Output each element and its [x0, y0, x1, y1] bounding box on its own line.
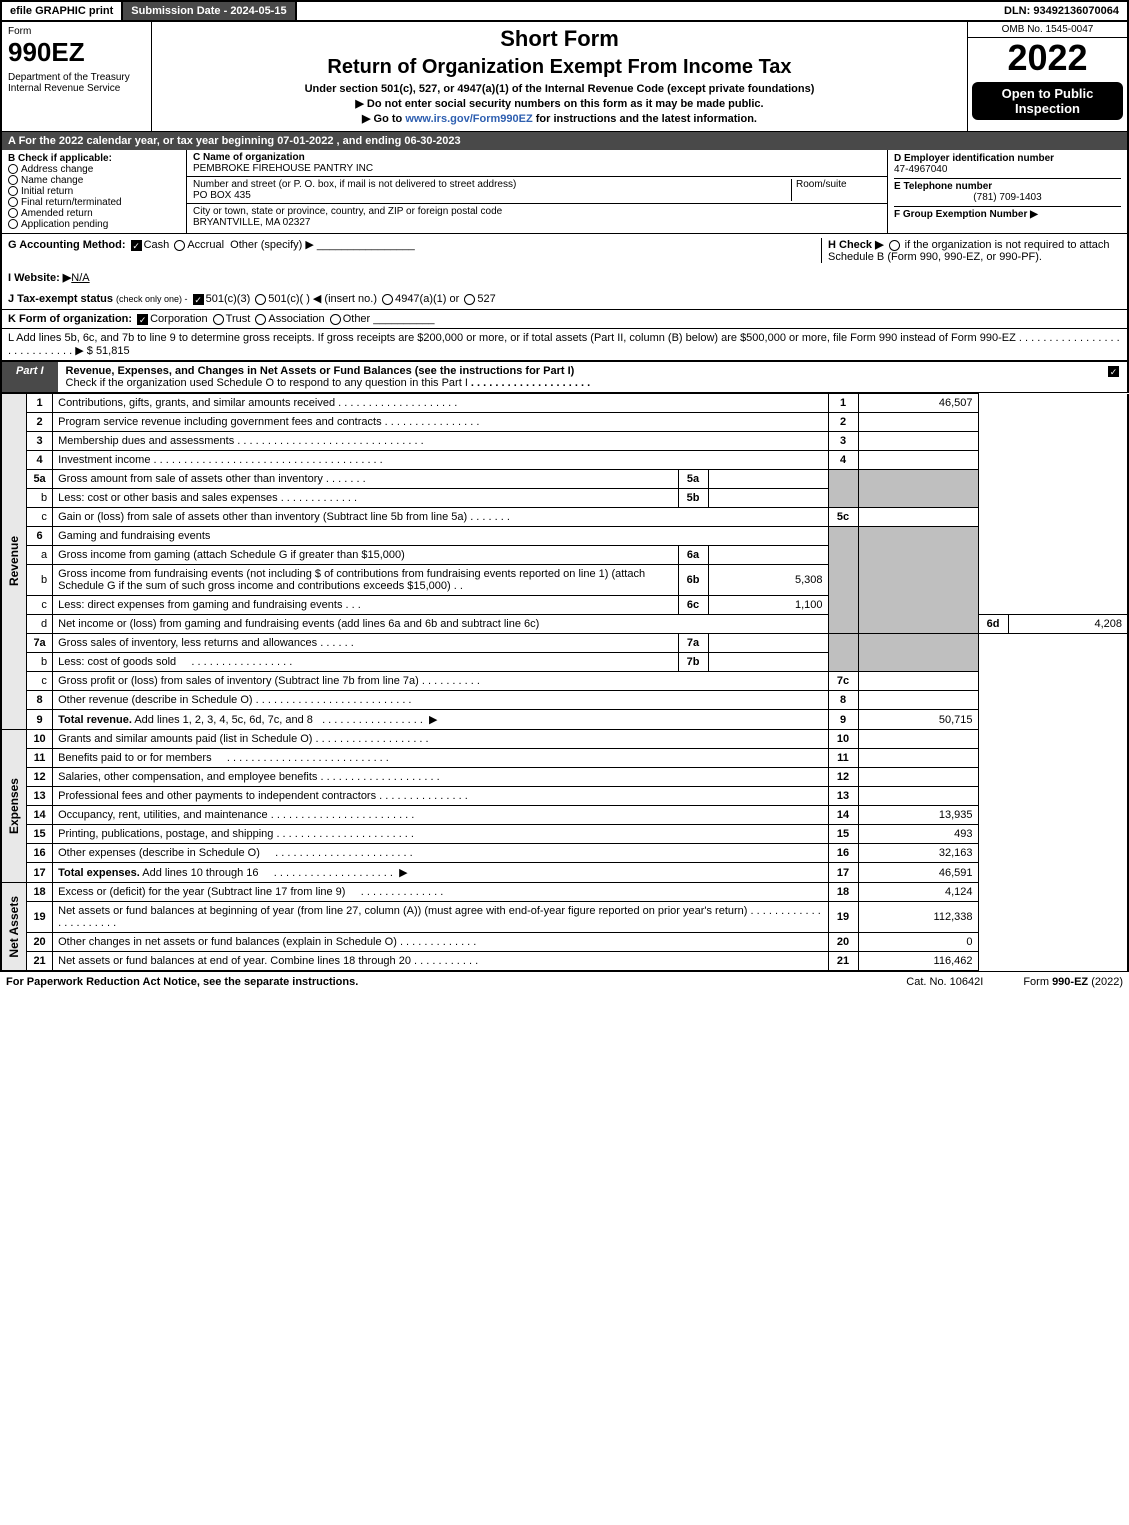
street: PO BOX 435 [193, 190, 251, 201]
topbar: efile GRAPHIC print Submission Date - 20… [0, 0, 1129, 22]
tax-year: 2022 [968, 38, 1127, 78]
form-number: 990EZ [8, 37, 145, 68]
d-label: D Employer identification number [894, 153, 1121, 164]
efile-label: efile GRAPHIC print [2, 2, 123, 20]
checkbox-amended[interactable] [8, 208, 18, 218]
check-501c3[interactable]: ✓ [193, 294, 204, 305]
checkbox-name[interactable] [8, 175, 18, 185]
b-label: B Check if applicable: [8, 153, 180, 164]
sub3: ▶ Go to www.irs.gov/Form990EZ for instru… [162, 112, 957, 125]
check-other[interactable] [330, 314, 341, 325]
return-title: Return of Organization Exempt From Incom… [162, 56, 957, 79]
c-name-label: C Name of organization [193, 152, 305, 163]
netassets-side: Net Assets [7, 896, 21, 958]
f-label: F Group Exemption Number ▶ [894, 206, 1121, 220]
footer-mid: Cat. No. 10642I [906, 976, 983, 988]
dln: DLN: 93492136070064 [996, 2, 1127, 20]
open-public: Open to Public Inspection [972, 82, 1123, 120]
row-h: H Check ▶ if the organization is not req… [821, 238, 1121, 263]
revenue-side: Revenue [7, 536, 21, 586]
row-g: G Accounting Method: ✓Cash Accrual Other… [8, 238, 821, 263]
submission-date: Submission Date - 2024-05-15 [123, 2, 296, 20]
col-c: C Name of organization PEMBROKE FIREHOUS… [187, 150, 887, 233]
sub1: Under section 501(c), 527, or 4947(a)(1)… [162, 83, 957, 95]
checkbox-initial[interactable] [8, 186, 18, 196]
sub2: ▶ Do not enter social security numbers o… [162, 97, 957, 110]
omb: OMB No. 1545-0047 [968, 22, 1127, 38]
row-k: K Form of organization: ✓Corporation Tru… [0, 310, 1129, 329]
check-assoc[interactable] [255, 314, 266, 325]
checkbox-final[interactable] [8, 197, 18, 207]
check-4947[interactable] [382, 294, 393, 305]
check-h[interactable] [889, 240, 900, 251]
check-527[interactable] [464, 294, 475, 305]
checkbox-address[interactable] [8, 164, 18, 174]
section-a: A For the 2022 calendar year, or tax yea… [0, 132, 1129, 150]
expenses-side: Expenses [7, 778, 21, 834]
col-d: D Employer identification number 47-4967… [887, 150, 1127, 233]
part1-title: Revenue, Expenses, and Changes in Net As… [66, 365, 575, 377]
short-form-title: Short Form [162, 26, 957, 52]
footer-right: Form 990-EZ (2022) [1023, 976, 1123, 988]
checkbox-pending[interactable] [8, 219, 18, 229]
part1-sub: Check if the organization used Schedule … [66, 377, 468, 389]
ein: 47-4967040 [894, 164, 1121, 175]
room-label: Room/suite [791, 179, 881, 201]
section-b-c-d: B Check if applicable: Address change Na… [0, 150, 1129, 233]
form-label: Form [8, 26, 145, 37]
check-cash[interactable]: ✓ [131, 240, 142, 251]
footer-left: For Paperwork Reduction Act Notice, see … [6, 976, 358, 988]
check-501c[interactable] [255, 294, 266, 305]
check-trust[interactable] [213, 314, 224, 325]
part1-header: Part I Revenue, Expenses, and Changes in… [0, 361, 1129, 393]
city: BRYANTVILLE, MA 02327 [193, 217, 310, 228]
phone: (781) 709-1403 [894, 192, 1121, 203]
check-accrual[interactable] [174, 240, 185, 251]
part1-check[interactable]: ✓ [1108, 366, 1119, 377]
check-corp[interactable]: ✓ [137, 314, 148, 325]
e-label: E Telephone number [894, 178, 1121, 192]
footer: For Paperwork Reduction Act Notice, see … [0, 971, 1129, 992]
irs-link[interactable]: www.irs.gov/Form990EZ [405, 113, 532, 125]
row-j: J Tax-exempt status (check only one) - ✓… [8, 292, 496, 305]
row-l: L Add lines 5b, 6c, and 7b to line 9 to … [0, 329, 1129, 361]
org-name: PEMBROKE FIREHOUSE PANTRY INC [193, 163, 373, 174]
part1-tab: Part I [2, 362, 58, 392]
revenue-table: Revenue 1Contributions, gifts, grants, a… [0, 393, 1129, 971]
form-header: Form 990EZ Department of the Treasury In… [0, 22, 1129, 132]
street-label: Number and street (or P. O. box, if mail… [193, 179, 516, 190]
dept-label: Department of the Treasury Internal Reve… [8, 72, 145, 94]
row-i: I Website: ▶N/A [8, 271, 90, 284]
city-label: City or town, state or province, country… [193, 206, 502, 217]
col-b: B Check if applicable: Address change Na… [2, 150, 187, 233]
